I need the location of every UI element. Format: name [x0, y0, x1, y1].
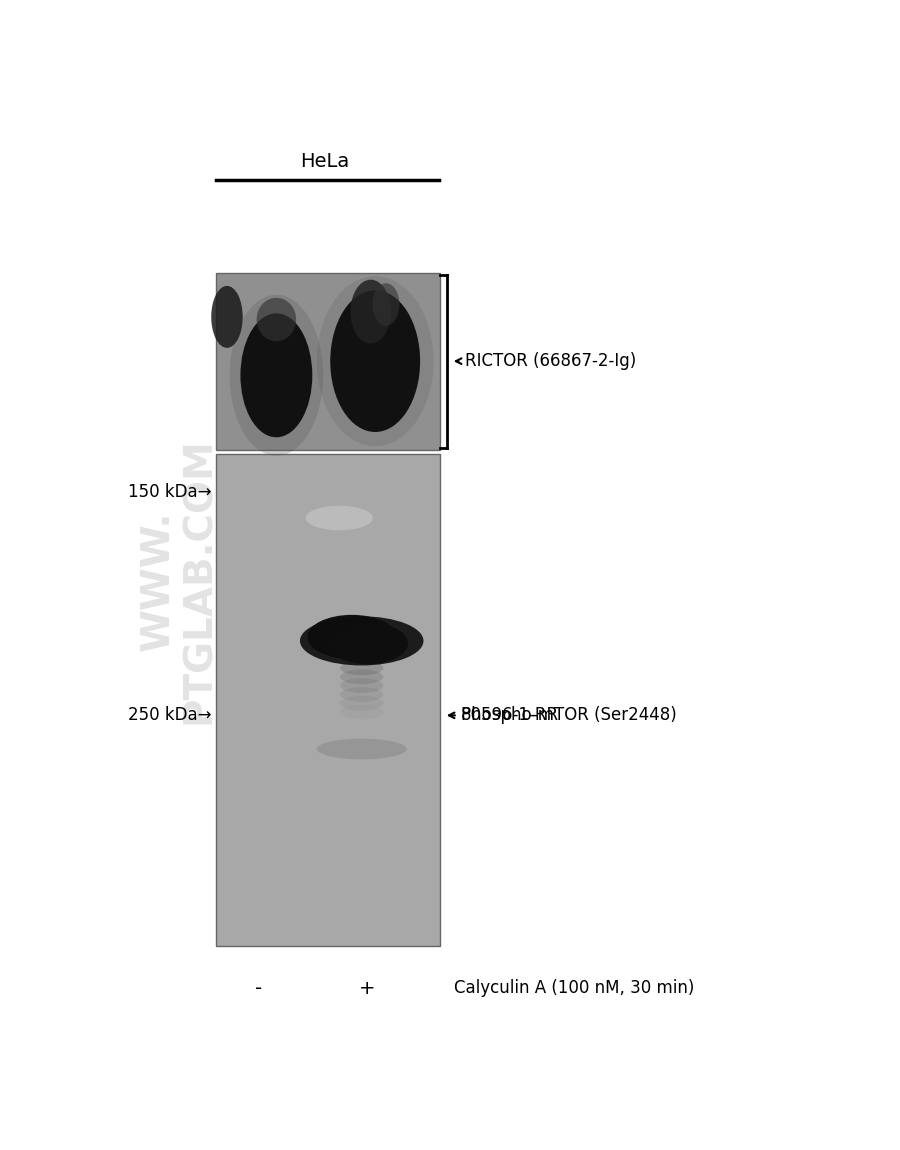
Text: RICTOR (66867-2-Ig): RICTOR (66867-2-Ig): [464, 352, 636, 370]
Text: Calyculin A (100 nM, 30 min): Calyculin A (100 nM, 30 min): [454, 979, 695, 997]
Ellipse shape: [240, 313, 312, 437]
Ellipse shape: [308, 615, 396, 659]
Text: 80596-1-RR: 80596-1-RR: [461, 706, 560, 724]
Ellipse shape: [350, 279, 391, 344]
Ellipse shape: [256, 298, 296, 342]
FancyBboxPatch shape: [216, 273, 440, 450]
Ellipse shape: [373, 283, 400, 325]
Ellipse shape: [317, 276, 434, 446]
Ellipse shape: [328, 622, 408, 665]
Ellipse shape: [212, 286, 243, 347]
Text: HeLa: HeLa: [301, 152, 350, 170]
Ellipse shape: [340, 669, 383, 684]
Ellipse shape: [340, 687, 383, 702]
Text: -: -: [256, 979, 263, 997]
Ellipse shape: [340, 678, 383, 693]
Text: WWW.
PTGLAB.COM: WWW. PTGLAB.COM: [140, 437, 219, 724]
Ellipse shape: [340, 696, 383, 711]
Text: 150 kDa→: 150 kDa→: [128, 483, 212, 501]
FancyBboxPatch shape: [216, 454, 440, 945]
Text: 250 kDa→: 250 kDa→: [128, 706, 212, 724]
Ellipse shape: [300, 616, 424, 666]
Ellipse shape: [340, 660, 383, 675]
Text: Phospho-mTOR (Ser2448): Phospho-mTOR (Ser2448): [461, 706, 677, 724]
Text: +: +: [359, 979, 375, 997]
Ellipse shape: [230, 294, 323, 455]
Ellipse shape: [330, 290, 420, 432]
Ellipse shape: [317, 738, 407, 759]
Ellipse shape: [306, 506, 373, 530]
